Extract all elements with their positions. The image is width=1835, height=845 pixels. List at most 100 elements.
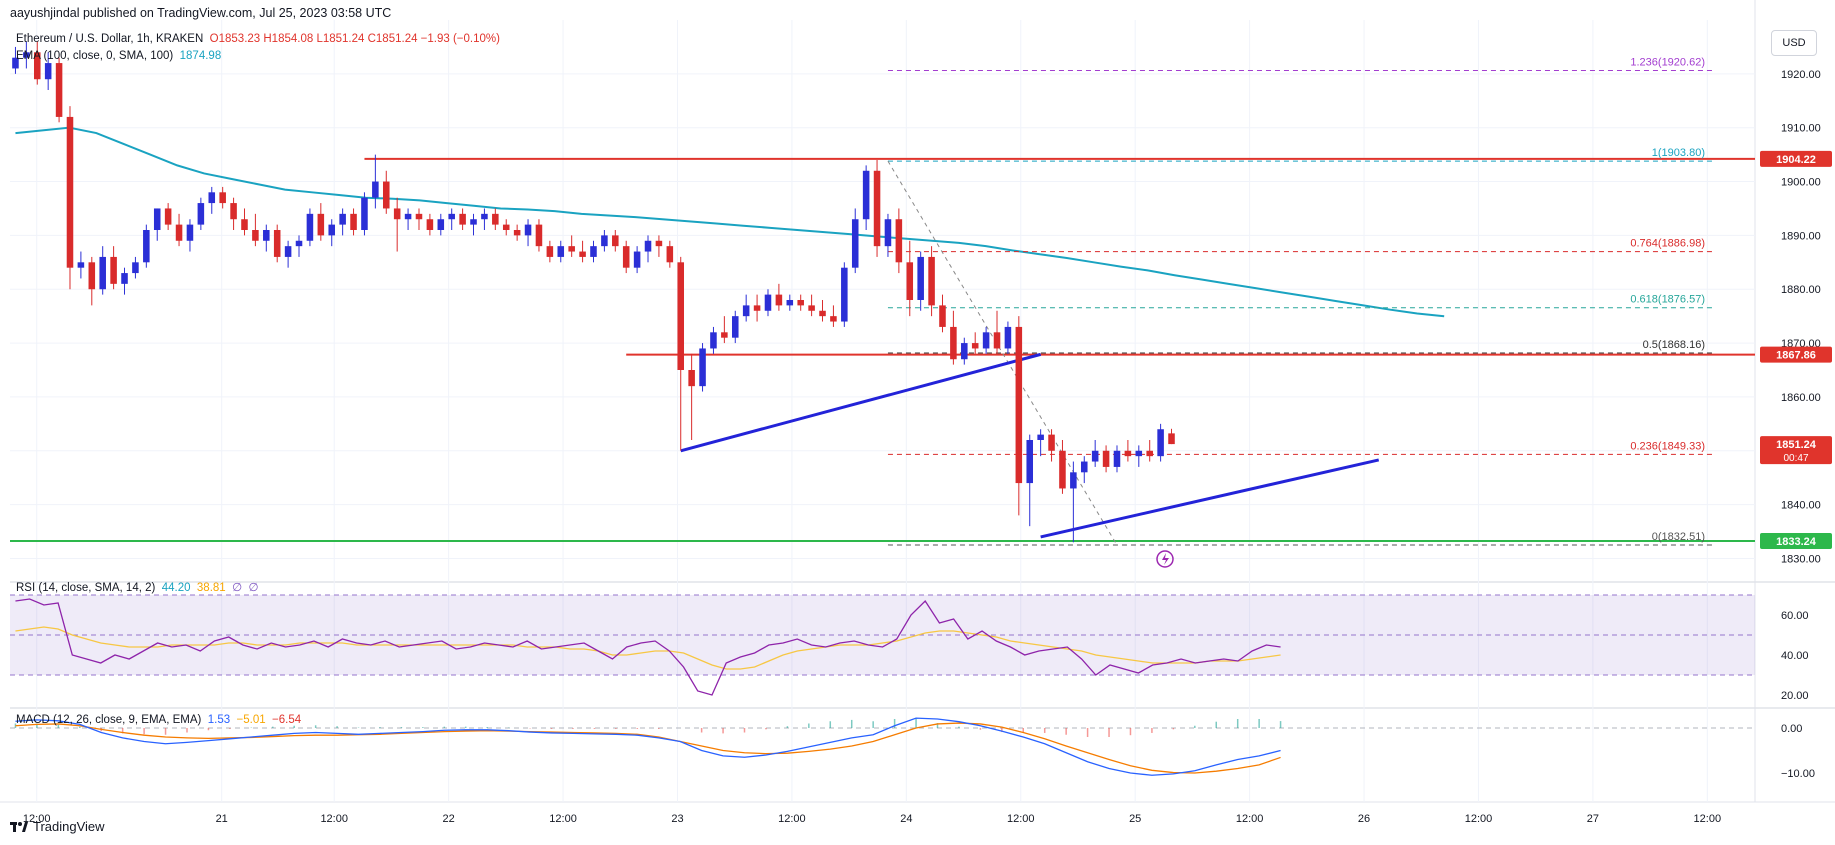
candle-body (710, 332, 717, 349)
candle-body (12, 57, 19, 69)
candle-body (1048, 434, 1055, 451)
rsi-legend[interactable]: RSI (14, close, SMA, 14, 2) 44.20 38.81 … (16, 580, 259, 594)
y-tick-label: 1880.00 (1781, 284, 1821, 296)
candle-body (546, 246, 554, 257)
candle-body (622, 246, 630, 268)
x-tick-label: 27 (1587, 813, 1599, 825)
candle-body (295, 240, 303, 247)
candle-body (928, 256, 935, 306)
candle-body (906, 262, 914, 300)
x-tick-label: 12:00 (549, 813, 577, 825)
candle-body (721, 332, 728, 338)
macd-signal-line (15, 722, 1281, 774)
candle-body (786, 300, 794, 306)
rsi-y-tick: 40.00 (1781, 650, 1809, 662)
fib-level-label: 0.236(1849.33) (1630, 440, 1705, 452)
candle-body (819, 310, 826, 317)
candle-body (961, 343, 968, 360)
ema-legend[interactable]: EMA (100, close, 0, SMA, 100) 1874.98 (16, 50, 221, 62)
x-tick-label: 21 (216, 813, 228, 825)
macd-label: MACD (12, 26, close, 9, EMA, EMA) (16, 714, 202, 726)
x-tick-label: 25 (1129, 813, 1141, 825)
candle-body (448, 213, 455, 220)
candle-body (1070, 472, 1077, 489)
candle-body (219, 192, 226, 204)
candle-body (55, 63, 63, 117)
candle-body (1004, 326, 1012, 349)
candle-body (939, 305, 946, 327)
candle-body (88, 262, 96, 290)
candle-body (841, 267, 848, 322)
fib-level-label: 0.764(1886.98) (1630, 238, 1705, 250)
candle-body (77, 262, 85, 268)
ema-label: EMA (100, close, 0, SMA, 100) (16, 50, 174, 62)
price-label: 1833.24 (1776, 536, 1817, 548)
trend-line-1 (680, 352, 1042, 453)
macd-value: 1.53 (207, 714, 231, 726)
tradingview-logo-icon (10, 821, 28, 832)
x-tick-label: 24 (900, 813, 912, 825)
candle-body (23, 52, 30, 58)
x-tick-label: 12:00 (1694, 813, 1722, 825)
lightning-icon (1162, 553, 1169, 565)
price-label: 1904.22 (1776, 154, 1816, 166)
x-tick-label: 12:00 (1236, 813, 1264, 825)
candle-body (415, 213, 423, 220)
candle-body (197, 203, 205, 225)
candle-body (873, 170, 881, 247)
candle-body (797, 300, 804, 306)
candle-body (775, 294, 783, 306)
candle-body (851, 219, 859, 268)
candle-body (1135, 450, 1143, 457)
candle-body (492, 213, 499, 225)
currency-button[interactable]: USD (1771, 30, 1817, 56)
fib-level-label: 0.5(1868.16) (1643, 339, 1705, 351)
candle-body (99, 256, 106, 290)
price-label-bg (1760, 150, 1832, 167)
candle-body (568, 246, 575, 252)
candle-body (764, 294, 772, 311)
ohlc-values: O1853.23 H1854.08 L1851.24 C1851.24 −1.9… (209, 33, 500, 45)
macd-y-tick: −10.00 (1781, 768, 1815, 780)
symbol-legend[interactable]: Ethereum / U.S. Dollar, 1h, KRAKEN O1853… (16, 33, 500, 45)
rsi-line (15, 598, 1281, 696)
candle-body (830, 316, 837, 322)
candle-body (404, 213, 412, 220)
x-tick-label: 23 (671, 813, 683, 825)
candle-body (372, 181, 379, 198)
candle-body (655, 240, 663, 247)
y-tick-label: 1840.00 (1781, 500, 1821, 512)
candle-body (121, 273, 128, 284)
fib-level-label: 0.618(1876.57) (1630, 294, 1705, 306)
candle-body (1059, 450, 1066, 489)
x-tick-label: 22 (443, 813, 455, 825)
candle-body (241, 219, 248, 230)
x-tick-label: 12:00 (23, 813, 51, 825)
candle-body (175, 224, 183, 241)
candle-body (753, 305, 761, 311)
candle-body (273, 230, 281, 257)
macd-legend[interactable]: MACD (12, 26, close, 9, EMA, EMA) 1.53 −… (16, 714, 301, 726)
candle-body (524, 224, 532, 236)
candle-body (699, 348, 706, 387)
candle-body (535, 224, 543, 247)
candle-body (688, 370, 695, 387)
price-label: 1867.86 (1776, 350, 1816, 362)
fib-level-label: 0(1832.51) (1652, 531, 1705, 543)
candle-body (742, 305, 750, 317)
y-tick-label: 1900.00 (1781, 177, 1821, 189)
candle-body (143, 230, 150, 263)
candle-body (437, 219, 445, 230)
candle-body (971, 343, 979, 349)
candle-body (513, 230, 521, 236)
candle-body (481, 213, 488, 220)
candle-body (982, 332, 990, 349)
x-tick-label: 12:00 (778, 813, 806, 825)
candle-body (263, 230, 270, 241)
price-label-bg (1760, 533, 1832, 550)
tradingview-brand[interactable]: TradingView (10, 819, 105, 834)
candle-body (470, 219, 477, 225)
candle-body (601, 235, 608, 247)
candle-body (426, 219, 434, 230)
